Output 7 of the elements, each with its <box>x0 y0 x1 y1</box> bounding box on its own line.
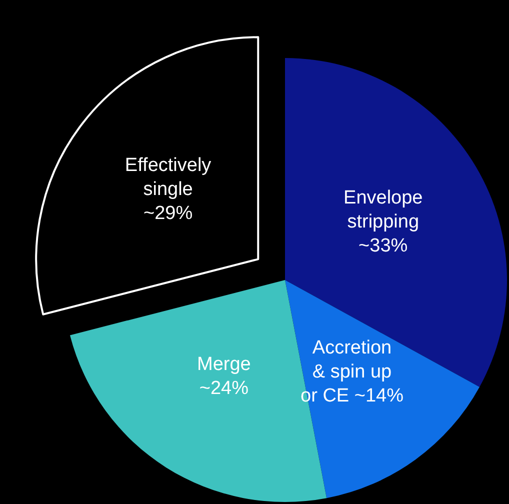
slice-label: Effectively single <box>124 154 212 200</box>
slice-label: Accretion & spin up or CE ~14% <box>300 338 404 407</box>
slice-label: Envelope stripping <box>344 187 423 232</box>
data-label: ~33% <box>358 235 408 256</box>
slice-label: Merge <box>196 354 251 375</box>
data-label: ~29% <box>143 202 193 224</box>
data-label: ~24% <box>199 378 249 399</box>
